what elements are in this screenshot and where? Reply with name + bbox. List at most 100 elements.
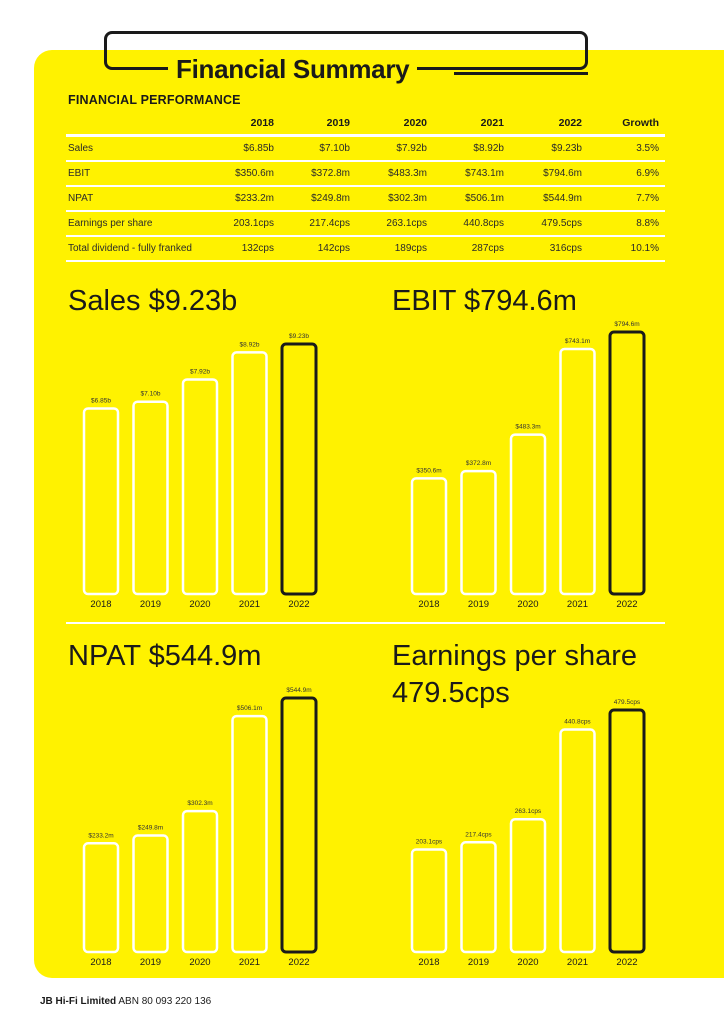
table-row: Total dividend - fully franked 132cps 14… — [66, 236, 665, 262]
data-label: $7.10b — [141, 391, 161, 398]
data-label: $794.6m — [614, 321, 639, 328]
bar-2018 — [410, 477, 448, 596]
table-cell: 8.8% — [588, 211, 665, 237]
table-cell: $7.10b — [280, 135, 356, 162]
table-cell: 132cps — [204, 236, 280, 262]
x-tick-label: 2019 — [140, 599, 161, 610]
eps-chart-title-line-2: 479.5cps — [392, 677, 510, 709]
data-label: $249.8m — [138, 825, 163, 832]
table-cell: 6.9% — [588, 161, 665, 187]
sales-chart-title: Sales $9.23b — [68, 285, 238, 317]
column-header: 2022 — [510, 111, 588, 137]
bar-2022 — [608, 708, 646, 954]
x-tick-label: 2022 — [616, 957, 637, 968]
column-header: 2018 — [204, 111, 280, 137]
data-label: $6.85b — [91, 397, 111, 404]
bar-2021 — [231, 351, 268, 596]
table-cell: $372.8m — [280, 161, 356, 187]
table-cell: $233.2m — [204, 186, 280, 212]
x-tick-label: 2019 — [468, 957, 489, 968]
x-tick-label: 2018 — [418, 957, 439, 968]
data-label: $483.3m — [515, 424, 540, 431]
bar-2019 — [460, 841, 497, 954]
x-tick-label: 2022 — [616, 599, 637, 610]
column-header: Growth — [588, 111, 665, 137]
x-tick-label: 2022 — [288, 599, 309, 610]
column-header: 2020 — [356, 111, 433, 137]
data-label: $743.1m — [565, 338, 590, 345]
table-cell: $544.9m — [510, 186, 588, 212]
table-cell: $8.92b — [433, 135, 510, 162]
page-title: Financial Summary — [168, 50, 418, 88]
row-label: EBIT — [66, 161, 204, 187]
table-cell: 479.5cps — [510, 211, 588, 237]
row-label: Total dividend - fully franked — [66, 236, 204, 262]
npat-chart-title: NPAT $544.9m — [68, 640, 262, 672]
x-tick-label: 2019 — [140, 957, 161, 968]
npat-bar-chart: $233.2m 2018 $249.8m 2019 $302.3m 2020 $506.1m… — [82, 687, 318, 968]
table-cell: $794.6m — [510, 161, 588, 187]
row-label: NPAT — [66, 186, 204, 212]
data-label: 203.1cps — [416, 838, 443, 845]
x-tick-label: 2021 — [239, 957, 260, 968]
data-label: $506.1m — [237, 705, 262, 712]
table-cell: $743.1m — [433, 161, 510, 187]
bar-2022 — [608, 330, 646, 596]
data-label: 217.4cps — [465, 831, 492, 838]
title-underline — [454, 72, 588, 75]
footer-company: JB Hi-Fi Limited — [40, 996, 117, 1007]
table-cell: 440.8cps — [433, 211, 510, 237]
bar-2022 — [280, 342, 318, 596]
x-tick-label: 2021 — [567, 957, 588, 968]
table-cell: 142cps — [280, 236, 356, 262]
x-tick-label: 2019 — [468, 599, 489, 610]
table-cell: $506.1m — [433, 186, 510, 212]
data-label: $544.9m — [286, 687, 311, 694]
table-cell: 3.5% — [588, 135, 665, 162]
table-row: NPAT $233.2m $249.8m $302.3m $506.1m $54… — [66, 186, 665, 212]
x-tick-label: 2018 — [418, 599, 439, 610]
bar-2021 — [559, 728, 596, 954]
eps-bar-chart: 203.1cps 2018 217.4cps 2019 263.1cps 2020 440.… — [410, 699, 646, 968]
data-label: $350.6m — [416, 467, 441, 474]
bar-2020 — [509, 433, 547, 596]
section-divider — [66, 622, 665, 624]
table-row: Sales $6.85b $7.10b $7.92b $8.92b $9.23b… — [66, 135, 665, 162]
table-row: EBIT $350.6m $372.8m $483.3m $743.1m $79… — [66, 161, 665, 187]
x-tick-label: 2022 — [288, 957, 309, 968]
table-row: Earnings per share 203.1cps 217.4cps 263… — [66, 211, 665, 237]
x-tick-label: 2018 — [90, 957, 111, 968]
table-cell: $350.6m — [204, 161, 280, 187]
sales-bar-chart: $6.85b 2018 $7.10b 2019 $7.92b 2020 $8.92b 2021… — [82, 333, 318, 610]
data-label: 263.1cps — [515, 808, 542, 815]
data-label: $9.23b — [289, 333, 309, 340]
table-cell: 316cps — [510, 236, 588, 262]
column-header: 2019 — [280, 111, 356, 137]
data-label: $233.2m — [88, 832, 113, 839]
bar-2021 — [231, 714, 268, 954]
table-cell: 7.7% — [588, 186, 665, 212]
bar-2018 — [82, 842, 120, 954]
table-cell: $249.8m — [280, 186, 356, 212]
ebit-bar-chart: $350.6m 2018 $372.8m 2019 $483.3m 2020 $743.1m… — [410, 321, 646, 610]
table-cell: 10.1% — [588, 236, 665, 262]
bar-2021 — [559, 347, 596, 596]
data-label: $8.92b — [240, 341, 260, 348]
x-tick-label: 2021 — [567, 599, 588, 610]
table-cell: $302.3m — [356, 186, 433, 212]
bar-2020 — [181, 378, 219, 596]
table-cell: $9.23b — [510, 135, 588, 162]
bar-2022 — [280, 696, 318, 954]
table-header-row: 2018 2019 2020 2021 2022 Growth — [66, 111, 665, 137]
table-cell: 189cps — [356, 236, 433, 262]
x-tick-label: 2020 — [517, 599, 538, 610]
table-cell: $6.85b — [204, 135, 280, 162]
column-header: 2021 — [433, 111, 510, 137]
column-header — [66, 111, 204, 137]
x-tick-label: 2018 — [90, 599, 111, 610]
bar-2019 — [460, 469, 497, 596]
data-label: 479.5cps — [614, 699, 641, 706]
row-label: Earnings per share — [66, 211, 204, 237]
data-label: $7.92b — [190, 368, 210, 375]
bar-2020 — [509, 817, 547, 954]
